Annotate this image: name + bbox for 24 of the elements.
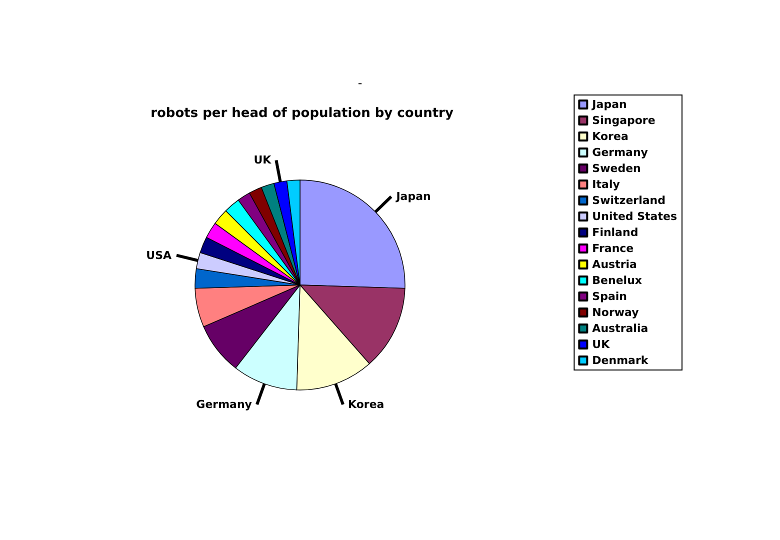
slice-label: Germany xyxy=(196,398,252,411)
slice-label: Japan xyxy=(395,190,431,204)
slice-label: Korea xyxy=(348,398,384,411)
legend-label: Benelux xyxy=(592,274,642,287)
legend-label: Switzerland xyxy=(592,194,666,207)
text: USA xyxy=(146,248,172,262)
legend-label: Italy xyxy=(592,178,620,191)
legend-label: Finland xyxy=(592,226,638,239)
legend-label: Germany xyxy=(592,146,648,159)
legend-label: United States xyxy=(592,210,678,223)
legend-label: Japan xyxy=(591,98,627,111)
legend-label: Sweden xyxy=(592,162,641,175)
slice-label: UK xyxy=(254,154,272,167)
legend-label: Denmark xyxy=(592,354,649,367)
legend-label: Australia xyxy=(592,322,648,335)
legend-label: Norway xyxy=(592,306,639,319)
legend-label: Singapore xyxy=(592,114,656,127)
legend-label: Austria xyxy=(592,258,637,271)
legend-label: Spain xyxy=(592,290,627,303)
legend-label: France xyxy=(592,242,634,255)
legend-label: Korea xyxy=(592,130,628,143)
text: - xyxy=(358,76,362,90)
legend-label: UK xyxy=(592,338,610,351)
text: robots per head of population by country xyxy=(150,106,454,121)
